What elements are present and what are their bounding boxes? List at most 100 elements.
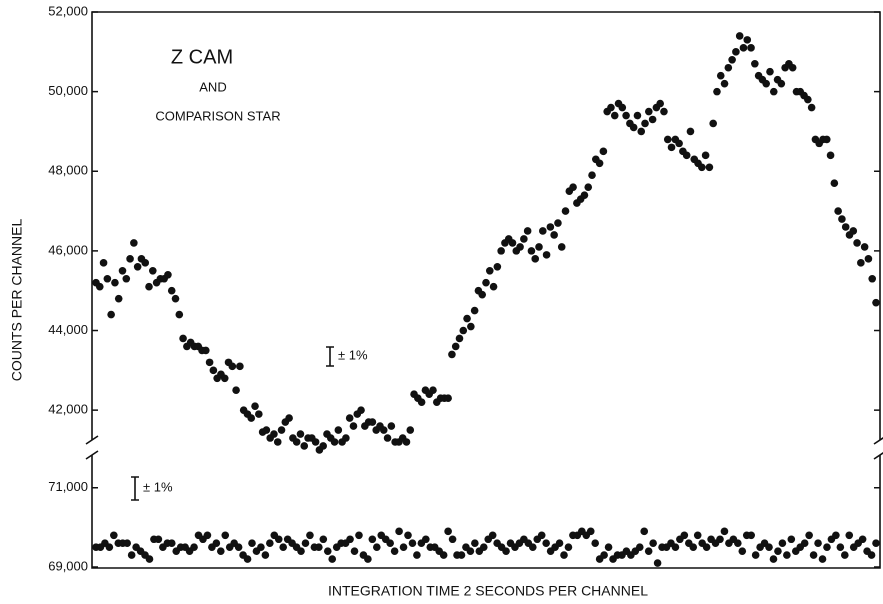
- data-point: [724, 63, 733, 72]
- annotation: ± 1%: [338, 347, 368, 362]
- data-point: [653, 559, 662, 567]
- y-tick-label: 48,000: [48, 163, 88, 178]
- data-point: [390, 547, 399, 555]
- data-point: [648, 115, 657, 124]
- data-point: [488, 531, 497, 540]
- data-point: [171, 294, 180, 303]
- data-point: [788, 63, 797, 72]
- data-point: [383, 434, 392, 442]
- data-point: [832, 531, 840, 540]
- data-point: [466, 547, 475, 555]
- data-point: [489, 282, 498, 291]
- data-point: [569, 183, 577, 191]
- data-point: [867, 551, 876, 559]
- data-point: [457, 551, 466, 559]
- data-point: [111, 278, 119, 287]
- data-point: [735, 32, 744, 40]
- data-point: [834, 207, 842, 215]
- data-point: [591, 539, 599, 548]
- data-point: [872, 539, 880, 548]
- data-point: [266, 539, 274, 548]
- data-point: [167, 539, 176, 548]
- data-point: [527, 247, 536, 255]
- y-tick-label: 44,000: [48, 322, 88, 337]
- data-point: [604, 543, 613, 551]
- data-point: [836, 543, 845, 551]
- data-point: [330, 438, 339, 446]
- data-point: [732, 48, 740, 56]
- data-point: [110, 531, 118, 540]
- data-point: [830, 179, 839, 187]
- y-tick-label: 71,000: [48, 479, 88, 494]
- data-point: [232, 386, 240, 395]
- data-point: [95, 282, 104, 291]
- data-point: [720, 79, 729, 88]
- data-point: [429, 386, 437, 395]
- data-point: [118, 266, 127, 275]
- data-point: [301, 539, 310, 548]
- data-point: [502, 547, 510, 555]
- data-point: [584, 183, 593, 191]
- data-point: [747, 531, 755, 540]
- data-point: [467, 322, 475, 331]
- data-point: [311, 438, 320, 446]
- data-point: [734, 539, 742, 548]
- data-point: [262, 426, 271, 434]
- data-point: [637, 127, 646, 136]
- data-point: [292, 438, 301, 446]
- data-point: [145, 555, 154, 563]
- data-point: [448, 350, 456, 359]
- y-axis-label: COUNTS PER CHANNEL: [9, 219, 25, 382]
- data-point: [190, 543, 198, 551]
- data-point: [845, 531, 854, 540]
- data-point: [822, 135, 831, 144]
- data-point: [212, 539, 221, 548]
- annotation: ± 1%: [143, 479, 173, 494]
- data-point: [306, 531, 314, 540]
- data-point: [686, 127, 695, 136]
- data-point: [531, 255, 540, 263]
- data-point: [774, 547, 782, 555]
- data-point: [693, 531, 702, 540]
- data-point: [364, 555, 372, 563]
- data-point: [550, 231, 558, 239]
- data-point: [537, 531, 546, 540]
- data-point: [716, 535, 724, 544]
- data-point: [728, 55, 736, 64]
- data-point: [649, 539, 657, 548]
- data-point: [297, 547, 305, 555]
- data-point: [660, 107, 668, 116]
- data-point: [296, 430, 305, 438]
- data-point: [357, 406, 365, 414]
- data-point: [133, 263, 142, 271]
- data-point: [334, 426, 343, 434]
- data-point: [105, 543, 114, 551]
- data-point: [404, 531, 412, 540]
- data-point: [860, 243, 869, 251]
- data-point: [814, 539, 822, 548]
- annotation: Z CAM: [171, 46, 233, 68]
- data-point: [479, 543, 488, 551]
- data-point: [841, 551, 849, 559]
- annotation: AND: [199, 79, 226, 94]
- x-axis-label: INTEGRATION TIME 2 SECONDS PER CHANNEL: [328, 583, 648, 599]
- data-point: [580, 191, 589, 199]
- error-bar: [131, 476, 139, 501]
- axis-break: [85, 435, 883, 460]
- data-point: [179, 334, 187, 343]
- data-point: [857, 259, 865, 267]
- data-point: [713, 87, 721, 96]
- data-point: [285, 414, 293, 422]
- data-point: [220, 374, 229, 383]
- data-point: [671, 543, 680, 551]
- data-point: [323, 547, 332, 555]
- data-point: [459, 326, 468, 335]
- data-point: [413, 551, 421, 559]
- data-point: [800, 539, 809, 548]
- data-point: [439, 551, 448, 559]
- data-point: [739, 44, 748, 52]
- data-point: [463, 314, 471, 323]
- data-point: [277, 426, 286, 434]
- data-point: [554, 219, 562, 227]
- data-point: [705, 163, 714, 172]
